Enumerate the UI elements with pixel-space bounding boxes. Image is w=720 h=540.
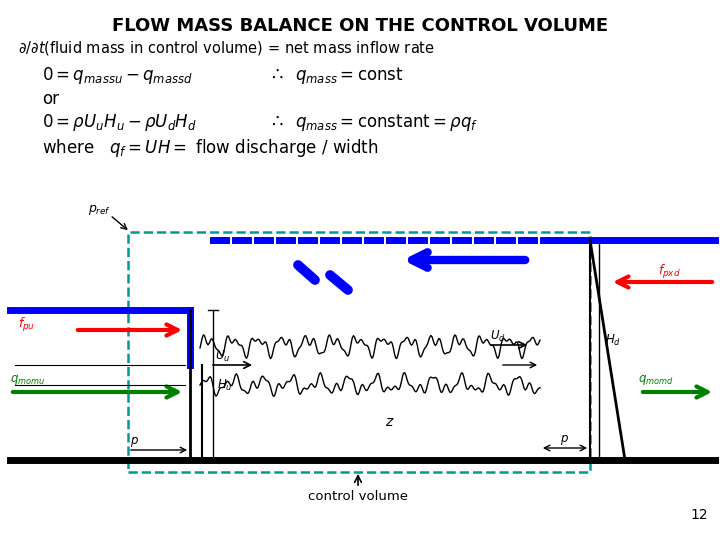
Text: $\therefore$: $\therefore$	[268, 65, 284, 83]
Bar	[128, 232, 590, 472]
Text: $q_{momd}$: $q_{momd}$	[638, 373, 674, 387]
Text: $q_{mass} = \mathrm{const}$: $q_{mass} = \mathrm{const}$	[295, 65, 404, 86]
Text: control volume: control volume	[308, 490, 408, 503]
Text: $0 = q_{massu} - q_{massd}$: $0 = q_{massu} - q_{massd}$	[42, 65, 193, 86]
Text: $\therefore$: $\therefore$	[268, 112, 284, 130]
Text: $f_{pu}$: $f_{pu}$	[18, 316, 35, 334]
Text: FLOW MASS BALANCE ON THE CONTROL VOLUME: FLOW MASS BALANCE ON THE CONTROL VOLUME	[112, 17, 608, 35]
Text: $p_{ref}$: $p_{ref}$	[88, 203, 111, 217]
Text: $z$: $z$	[385, 415, 395, 429]
Text: $p$: $p$	[560, 433, 569, 447]
Text: $0 = \rho U_u H_u - \rho U_d H_d$: $0 = \rho U_u H_u - \rho U_d H_d$	[42, 112, 197, 133]
Text: where   $q_f = UH = $ flow discharge / width: where $q_f = UH = $ flow discharge / wid…	[42, 137, 379, 159]
Text: or: or	[42, 90, 59, 108]
Text: 12: 12	[690, 508, 708, 522]
Text: $U_d$: $U_d$	[490, 328, 506, 343]
Text: $H_u$: $H_u$	[217, 377, 233, 393]
Text: $\partial/\partial t$(fluid mass in control volume) = net mass inflow rate: $\partial/\partial t$(fluid mass in cont…	[18, 39, 435, 57]
Text: $p$: $p$	[130, 435, 139, 449]
Text: $f_{pxd}$: $f_{pxd}$	[658, 263, 680, 281]
Text: $q_{mass} = \mathrm{constant} = \rho q_f$: $q_{mass} = \mathrm{constant} = \rho q_f…	[295, 112, 478, 133]
Text: $U_u$: $U_u$	[215, 348, 230, 363]
Text: $H_d$: $H_d$	[605, 333, 621, 348]
Text: $q_{momu}$: $q_{momu}$	[10, 373, 45, 387]
